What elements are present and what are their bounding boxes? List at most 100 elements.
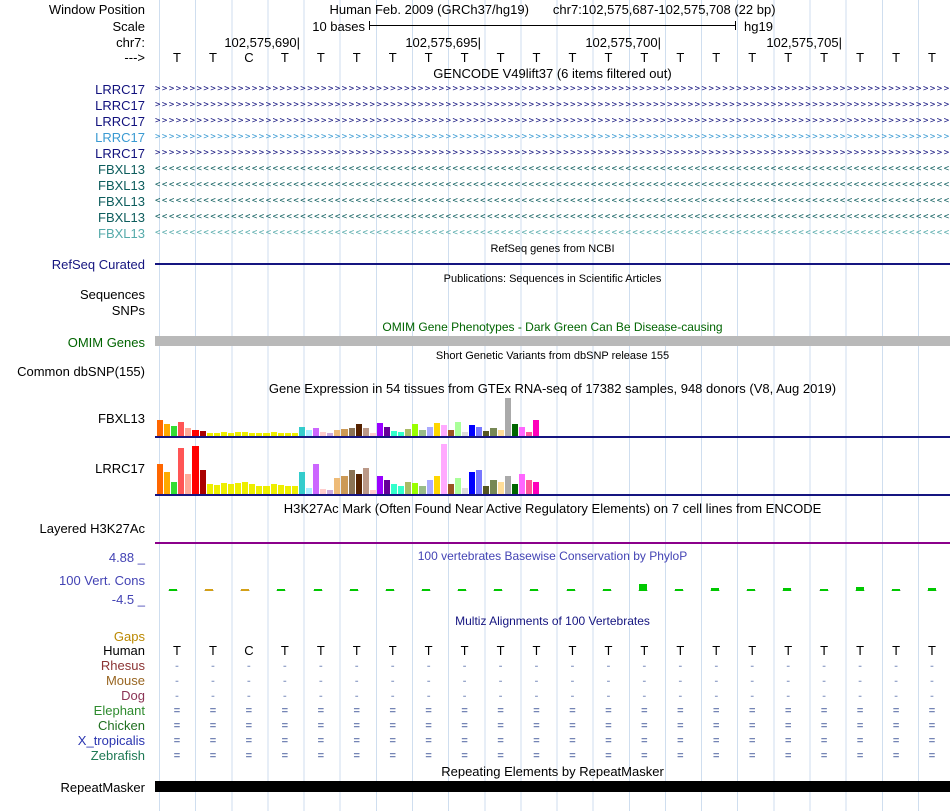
repeatmasker-track[interactable] (155, 779, 950, 795)
multiz-species-rhesus[interactable]: Rhesus (100, 658, 145, 673)
gtex-tissue-bar[interactable] (454, 422, 462, 436)
gene-label-fbxl13[interactable]: FBXL13 (98, 225, 145, 241)
gtex-fbxl13-track[interactable] (155, 397, 950, 439)
gtex-tissue-bar[interactable] (341, 476, 348, 494)
gtex-tissue-bar[interactable] (178, 448, 185, 494)
gtex-tissue-bar[interactable] (235, 432, 242, 436)
gtex-tissue-bar[interactable] (532, 482, 540, 494)
gtex-tissue-bar[interactable] (227, 433, 235, 436)
gtex-tissue-bar[interactable] (469, 425, 476, 436)
gtex-tissue-bar[interactable] (384, 427, 391, 436)
gtex-tissue-bar[interactable] (334, 478, 341, 494)
gtex-tissue-bar[interactable] (412, 424, 419, 436)
gtex-tissue-bar[interactable] (185, 428, 192, 436)
gtex-tissue-bar[interactable] (227, 484, 235, 494)
gtex-tissue-bar[interactable] (426, 427, 433, 436)
gtex-tissue-bar[interactable] (242, 432, 249, 436)
gtex-tissue-bar[interactable] (483, 486, 490, 494)
gtex-tissue-bar[interactable] (305, 430, 313, 436)
gtex-tissue-bar[interactable] (284, 486, 291, 494)
multiz-species-elephant[interactable]: Elephant (93, 703, 145, 718)
gtex-tissue-bar[interactable] (220, 432, 227, 436)
multiz-species-x_tropicalis[interactable]: X_tropicalis (77, 733, 145, 748)
omim-genes-bar[interactable] (155, 336, 950, 346)
gtex-tissue-bar[interactable] (178, 422, 185, 436)
gtex-tissue-bar[interactable] (157, 464, 164, 494)
gtex-tissue-bar[interactable] (476, 470, 483, 494)
track-label-repeatmasker[interactable]: RepeatMasker (60, 779, 145, 795)
phylop-track[interactable]: 100 vertebrates Basewise Conservation by… (155, 547, 950, 613)
gtex-tissue-bar[interactable] (185, 474, 192, 494)
gene-model-lrrc17[interactable]: >>>>>>>>>>>>>>>>>>>>>>>>>>>>>>>>>>>>>>>>… (155, 132, 950, 142)
gtex-tissue-bar[interactable] (213, 485, 220, 494)
gtex-lrrc17-track[interactable] (155, 439, 950, 497)
gtex-tissue-bar[interactable] (440, 425, 447, 436)
gtex-tissue-bar[interactable] (199, 470, 206, 494)
gtex-tissue-bar[interactable] (532, 420, 540, 436)
repeatmasker-bar[interactable] (155, 781, 950, 792)
gtex-tissue-bar[interactable] (440, 444, 447, 494)
gtex-tissue-bar[interactable] (171, 426, 178, 436)
gtex-tissue-bar[interactable] (511, 424, 518, 436)
gtex-tissue-bar[interactable] (298, 472, 305, 494)
gene-label-lrrc17[interactable]: LRRC17 (95, 97, 145, 113)
gtex-tissue-bar[interactable] (199, 431, 206, 436)
gtex-tissue-bar[interactable] (249, 484, 256, 494)
gtex-tissue-bar[interactable] (157, 420, 164, 436)
gtex-tissue-bar[interactable] (362, 428, 369, 436)
gene-label-lrrc17[interactable]: LRRC17 (95, 113, 145, 129)
gtex-tissue-bar[interactable] (263, 433, 270, 436)
gtex-tissue-bar[interactable] (220, 483, 227, 494)
gtex-tissue-bar[interactable] (447, 430, 454, 436)
gtex-tissue-bar[interactable] (242, 482, 249, 494)
gtex-tissue-bar[interactable] (291, 486, 298, 494)
multiz-species-chicken[interactable]: Chicken (98, 718, 145, 733)
track-label-omim-genes[interactable]: OMIM Genes (67, 334, 145, 350)
gtex-tissue-bar[interactable] (469, 472, 476, 494)
gtex-tissue-bar[interactable] (277, 485, 284, 494)
gtex-tissue-bar[interactable] (313, 428, 320, 436)
snps-track[interactable] (155, 302, 950, 318)
gtex-tissue-bar[interactable] (298, 427, 305, 436)
gtex-tissue-bar[interactable] (376, 476, 383, 494)
gtex-tissue-bar[interactable] (164, 472, 171, 494)
gene-label-lrrc17[interactable]: LRRC17 (95, 81, 145, 97)
gtex-tissue-bar[interactable] (476, 427, 483, 436)
gene-model-lrrc17[interactable]: >>>>>>>>>>>>>>>>>>>>>>>>>>>>>>>>>>>>>>>>… (155, 100, 950, 110)
gtex-tissue-bar[interactable] (305, 488, 313, 494)
gtex-tissue-bar[interactable] (426, 480, 433, 494)
gtex-tissue-bar[interactable] (320, 489, 327, 494)
gene-model-lrrc17[interactable]: >>>>>>>>>>>>>>>>>>>>>>>>>>>>>>>>>>>>>>>>… (155, 84, 950, 94)
track-label-refseq-curated[interactable]: RefSeq Curated (51, 256, 145, 272)
sequences-track[interactable] (155, 287, 950, 302)
gtex-tissue-bar[interactable] (284, 433, 291, 436)
gtex-tissue-bar[interactable] (348, 428, 355, 436)
track-label-sequences[interactable]: Sequences (79, 287, 145, 302)
gtex-tissue-bar[interactable] (490, 428, 497, 436)
multiz-species-human[interactable]: Human (103, 643, 145, 658)
track-label-common-dbsnp[interactable]: Common dbSNP(155) (17, 363, 145, 379)
gtex-tissue-bar[interactable] (327, 433, 334, 436)
gtex-tissue-bar[interactable] (362, 468, 369, 494)
track-label-snps[interactable]: SNPs (111, 302, 145, 318)
gtex-tissue-bar[interactable] (277, 433, 284, 436)
gene-model-fbxl13[interactable]: <<<<<<<<<<<<<<<<<<<<<<<<<<<<<<<<<<<<<<<<… (155, 180, 950, 190)
gtex-tissue-bar[interactable] (433, 423, 440, 436)
multiz-species-gaps[interactable]: Gaps (113, 628, 145, 644)
gene-label-fbxl13[interactable]: FBXL13 (98, 209, 145, 225)
gtex-tissue-bar[interactable] (263, 486, 270, 494)
gtex-tissue-bar[interactable] (369, 490, 376, 494)
gtex-tissue-bar[interactable] (192, 446, 199, 494)
gene-model-fbxl13[interactable]: <<<<<<<<<<<<<<<<<<<<<<<<<<<<<<<<<<<<<<<<… (155, 228, 950, 238)
gtex-tissue-bar[interactable] (518, 474, 525, 494)
gene-model-lrrc17[interactable]: >>>>>>>>>>>>>>>>>>>>>>>>>>>>>>>>>>>>>>>>… (155, 116, 950, 126)
gene-label-fbxl13[interactable]: FBXL13 (98, 177, 145, 193)
gtex-tissue-bar[interactable] (483, 431, 490, 436)
gtex-tissue-bar[interactable] (334, 430, 341, 436)
gene-label-fbxl13[interactable]: FBXL13 (98, 161, 145, 177)
gtex-tissue-bar[interactable] (313, 464, 320, 494)
track-label-gtex-fbxl13[interactable]: FBXL13 (98, 410, 145, 426)
gtex-tissue-bar[interactable] (525, 432, 532, 436)
dbsnp-track[interactable] (155, 363, 950, 379)
gtex-tissue-bar[interactable] (412, 483, 419, 494)
